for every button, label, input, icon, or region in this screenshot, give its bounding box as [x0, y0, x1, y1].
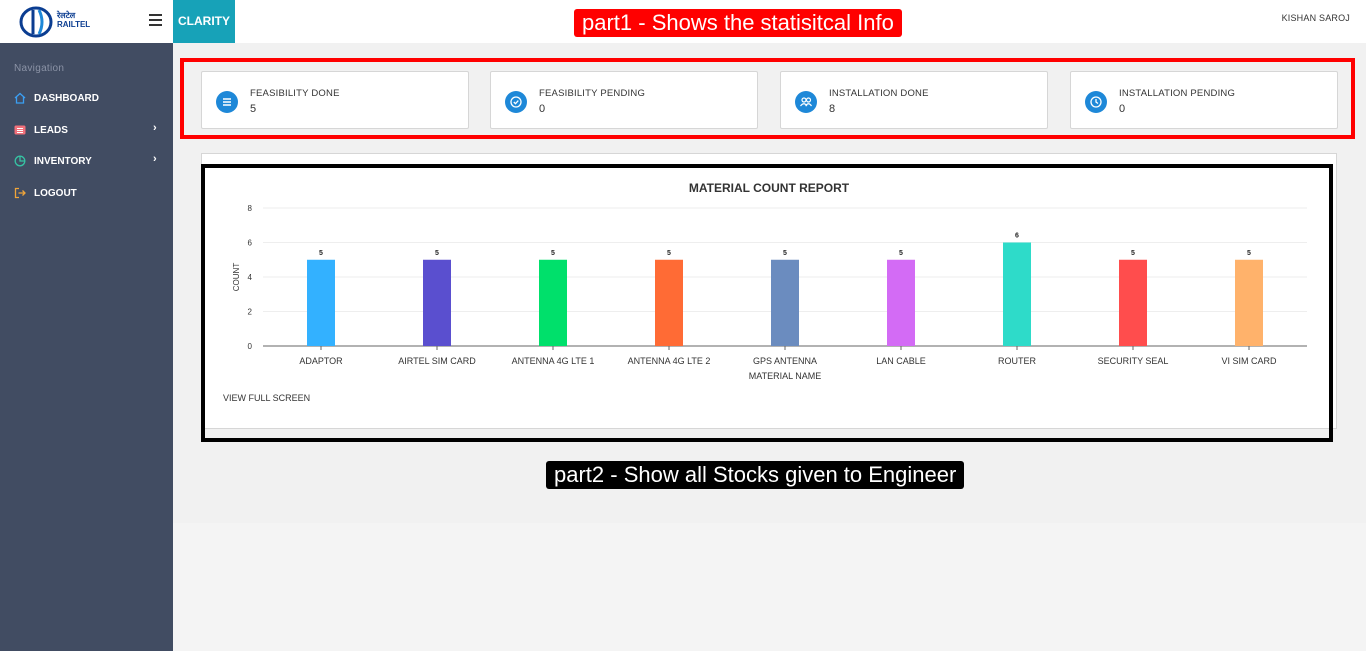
part2-highlight-box [201, 164, 1333, 442]
railtel-logo-icon [19, 6, 53, 38]
sidebar-item-logout[interactable]: LOGOUT [0, 182, 173, 206]
stat-value: 5 [250, 103, 257, 115]
user-name[interactable]: KISHAN SAROJ [1281, 13, 1350, 23]
sidebar-item-label: LEADS [34, 125, 68, 136]
sidebar-item-dashboard[interactable]: DASHBOARD [0, 87, 173, 111]
stat-title: FEASIBILITY PENDING [539, 88, 646, 99]
stat-card-feasibility-pending[interactable]: FEASIBILITY PENDING 0 [490, 71, 758, 129]
view-full-screen-link[interactable]: VIEW FULL SCREEN [223, 393, 311, 403]
sidebar-item-label: DASHBOARD [34, 93, 99, 104]
logo-text: रेलटेल RAILTEL [57, 11, 91, 29]
stat-title: INSTALLATION PENDING [1119, 88, 1236, 99]
stat-value: 8 [829, 103, 836, 115]
stat-card-installation-done[interactable]: INSTALLATION DONE 8 [780, 71, 1048, 129]
clock-icon [1085, 91, 1107, 113]
chart-panel [201, 153, 1337, 429]
home-icon [14, 92, 26, 104]
stat-title: INSTALLATION DONE [829, 88, 929, 99]
stat-card-feasibility-done[interactable]: FEASIBILITY DONE 5 [201, 71, 469, 129]
list-icon [216, 91, 238, 113]
chevron-right-icon: › [153, 153, 157, 165]
menu-toggle-icon[interactable] [149, 14, 162, 26]
sidebar-item-inventory[interactable]: INVENTORY › [0, 150, 173, 174]
stat-card-installation-pending[interactable]: INSTALLATION PENDING 0 [1070, 71, 1338, 129]
sidebar-item-label: INVENTORY [34, 156, 92, 167]
chevron-right-icon: › [153, 122, 157, 134]
sidebar: Navigation DASHBOARD LEADS › INVENTORY ›… [0, 43, 173, 651]
chart-title: MATERIAL COUNT REPORT [688, 181, 850, 195]
sidebar-item-label: LOGOUT [34, 188, 77, 199]
part2-annotation: part2 - Show all Stocks given to Enginee… [546, 461, 965, 489]
logout-icon [14, 187, 26, 199]
sidebar-item-leads[interactable]: LEADS › [0, 119, 173, 143]
nav-heading: Navigation [14, 63, 65, 74]
pie-chart-icon [14, 155, 26, 167]
check-circle-icon [505, 91, 527, 113]
brand-tab[interactable]: CLARITY [173, 0, 235, 43]
list-icon [14, 125, 26, 135]
main-content-footer-area [173, 523, 1366, 651]
stat-title: FEASIBILITY DONE [250, 88, 340, 99]
part1-highlight-box [180, 58, 1355, 139]
top-bar: रेलटेल RAILTEL CLARITY KISHAN SAROJ [0, 0, 1366, 43]
users-icon [795, 91, 817, 113]
logo-area[interactable]: रेलटेल RAILTEL [0, 0, 173, 43]
part1-annotation: part1 - Shows the statisitcal Info [574, 9, 902, 37]
stat-value: 0 [539, 103, 546, 115]
stat-value: 0 [1119, 103, 1126, 115]
